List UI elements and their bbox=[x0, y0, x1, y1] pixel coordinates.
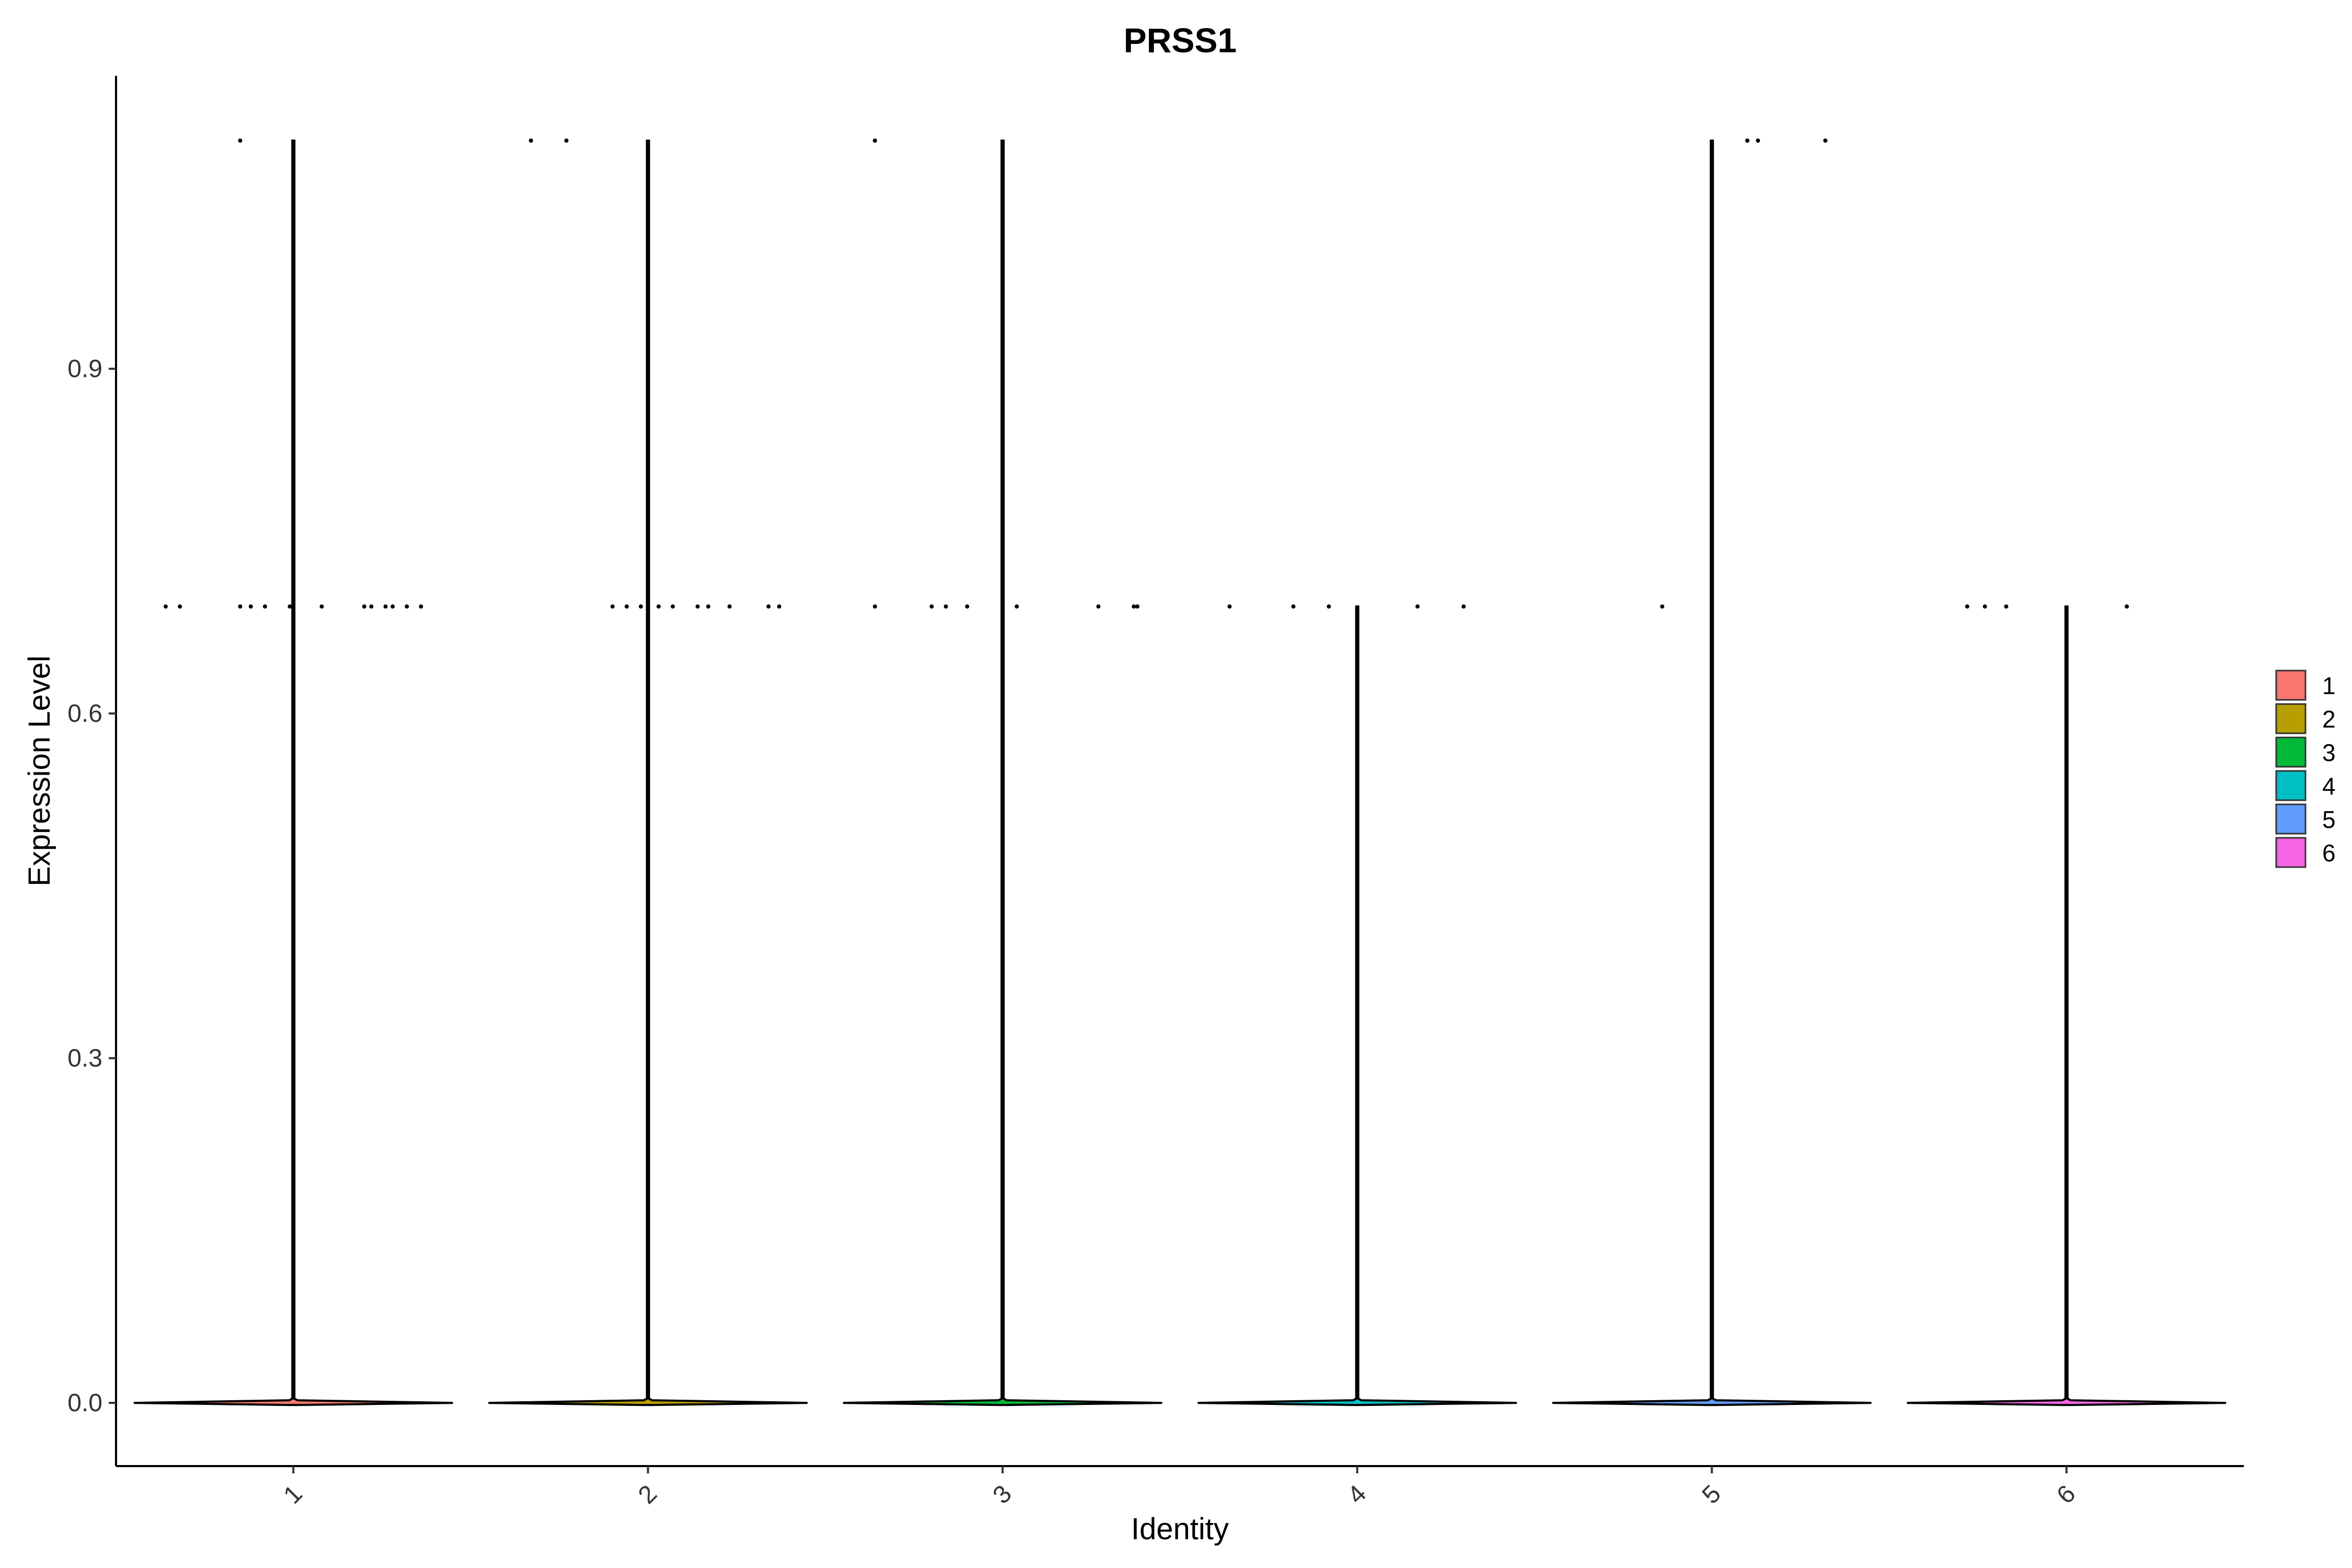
violin-4 bbox=[1197, 605, 1517, 1406]
y-axis-title: Expression Level bbox=[22, 655, 56, 886]
legend-label-4: 4 bbox=[2322, 773, 2336, 800]
x-tick-label-6: 6 bbox=[2051, 1480, 2081, 1509]
data-point-3-7 bbox=[1014, 604, 1019, 609]
data-point-1-10 bbox=[369, 604, 374, 609]
data-point-2-2 bbox=[564, 138, 569, 143]
data-point-2-12 bbox=[777, 604, 781, 609]
legend-label-5: 5 bbox=[2322, 806, 2336, 833]
data-point-2-6 bbox=[656, 604, 661, 609]
y-tick-label-1: 0.3 bbox=[67, 1045, 102, 1073]
data-point-3-6 bbox=[1000, 604, 1005, 609]
x-tick-label-2: 2 bbox=[633, 1480, 662, 1509]
data-point-4-2 bbox=[1291, 604, 1296, 609]
data-point-1-9 bbox=[362, 604, 366, 609]
data-point-4-5 bbox=[1461, 604, 1466, 609]
data-point-3-2 bbox=[872, 138, 877, 143]
data-point-2-8 bbox=[695, 604, 700, 609]
legend-key-6 bbox=[2275, 837, 2307, 868]
legend: 1 2 3 4 5 6 bbox=[2275, 670, 2336, 868]
violins bbox=[133, 139, 2227, 1406]
data-point-1-5 bbox=[248, 604, 253, 609]
violin-2 bbox=[488, 139, 808, 1406]
data-point-4-3 bbox=[1327, 604, 1331, 609]
data-point-6-3 bbox=[2004, 604, 2009, 609]
data-point-4-4 bbox=[1415, 604, 1420, 609]
jitter-points bbox=[163, 138, 2129, 609]
data-point-5-3 bbox=[1756, 138, 1760, 143]
data-point-4-1 bbox=[1227, 604, 1232, 609]
data-point-1-4 bbox=[238, 604, 243, 609]
data-point-3-3 bbox=[929, 604, 934, 609]
violin-1 bbox=[133, 139, 453, 1406]
y-tick-label-0: 0.0 bbox=[67, 1389, 102, 1417]
legend-label-6: 6 bbox=[2322, 839, 2336, 867]
y-tick-label-2: 0.6 bbox=[67, 700, 102, 728]
data-point-3-5 bbox=[965, 604, 970, 609]
data-point-2-7 bbox=[671, 604, 675, 609]
data-point-3-1 bbox=[872, 604, 877, 609]
legend-label-1: 1 bbox=[2322, 672, 2336, 699]
data-point-1-13 bbox=[405, 604, 409, 609]
data-point-1-8 bbox=[319, 604, 324, 609]
data-point-2-11 bbox=[766, 604, 771, 609]
data-point-1-7 bbox=[287, 604, 292, 609]
x-axis: 1 2 3 4 5 6 bbox=[116, 1465, 2244, 1509]
data-point-2-10 bbox=[727, 604, 732, 609]
chart-title: PRSS1 bbox=[1124, 21, 1237, 60]
data-point-3-10 bbox=[1135, 604, 1140, 609]
data-point-6-4 bbox=[2125, 604, 2129, 609]
legend-label-2: 2 bbox=[2322, 706, 2336, 733]
data-point-5-2 bbox=[1745, 138, 1750, 143]
data-point-3-8 bbox=[1096, 604, 1101, 609]
data-point-5-1 bbox=[1660, 604, 1665, 609]
data-point-5-4 bbox=[1823, 138, 1828, 143]
data-point-6-1 bbox=[1965, 604, 1969, 609]
legend-key-4 bbox=[2275, 770, 2307, 801]
violin-5 bbox=[1552, 139, 1872, 1406]
legend-key-2 bbox=[2275, 703, 2307, 734]
legend-label-3: 3 bbox=[2322, 739, 2336, 766]
legend-key-1 bbox=[2275, 670, 2307, 701]
y-axis: 0.0 0.3 0.6 0.9 bbox=[67, 76, 117, 1466]
x-tick-label-5: 5 bbox=[1697, 1480, 1726, 1509]
x-tick-label-4: 4 bbox=[1342, 1480, 1371, 1509]
legend-key-5 bbox=[2275, 803, 2307, 835]
data-point-2-9 bbox=[706, 604, 711, 609]
x-tick-label-3: 3 bbox=[988, 1480, 1017, 1509]
data-point-1-2 bbox=[178, 604, 182, 609]
data-point-1-11 bbox=[383, 604, 388, 609]
x-axis-title: Identity bbox=[1131, 1512, 1229, 1546]
legend-key-3 bbox=[2275, 736, 2307, 768]
data-point-2-3 bbox=[610, 604, 615, 609]
violin-6 bbox=[1907, 605, 2227, 1406]
data-point-1-1 bbox=[163, 604, 168, 609]
data-point-2-1 bbox=[528, 138, 533, 143]
data-point-1-14 bbox=[419, 604, 423, 609]
data-point-1-3 bbox=[238, 138, 243, 143]
data-point-2-4 bbox=[625, 604, 629, 609]
data-point-3-9 bbox=[1132, 604, 1136, 609]
data-point-1-6 bbox=[262, 604, 267, 609]
data-point-6-2 bbox=[1982, 604, 1987, 609]
data-point-2-5 bbox=[639, 604, 643, 609]
data-point-3-4 bbox=[943, 604, 948, 609]
y-tick-label-3: 0.9 bbox=[67, 355, 102, 383]
data-point-1-12 bbox=[390, 604, 395, 609]
violin-3 bbox=[843, 139, 1162, 1406]
x-tick-label-1: 1 bbox=[279, 1480, 308, 1509]
